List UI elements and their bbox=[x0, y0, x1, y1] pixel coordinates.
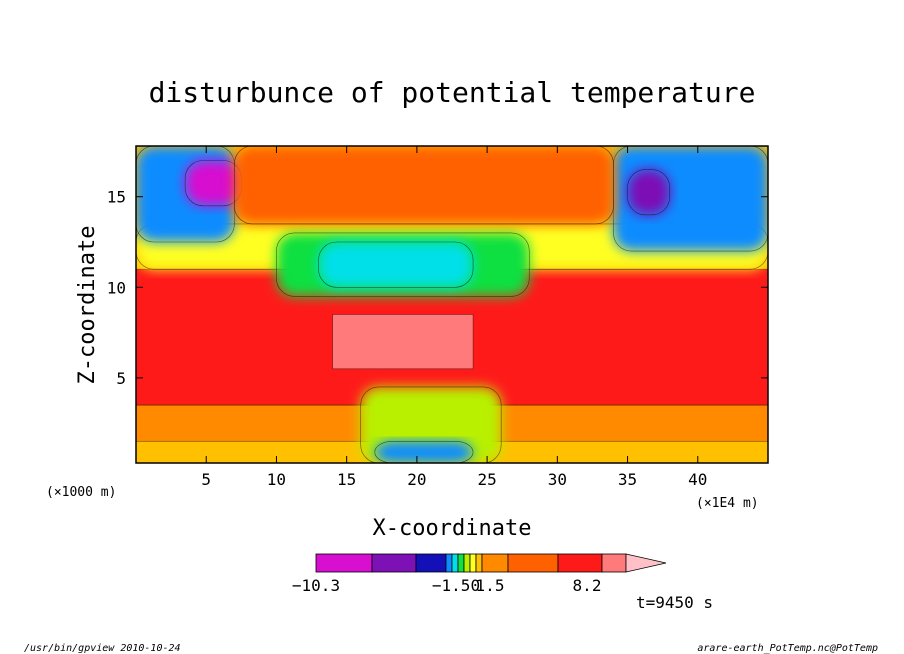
colorbar-segment bbox=[371, 553, 417, 573]
colorbar-arrow bbox=[625, 553, 667, 573]
x-axis-label: X-coordinate bbox=[373, 516, 532, 541]
colorbar-label: 1.5 bbox=[476, 576, 505, 595]
field-region bbox=[374, 441, 474, 463]
colorbar-segment bbox=[445, 553, 453, 573]
colorbar-segment bbox=[475, 553, 483, 573]
field-region bbox=[332, 314, 474, 369]
contour-line bbox=[360, 386, 502, 463]
colorbar-segment bbox=[451, 553, 459, 573]
colorbar-segment bbox=[457, 553, 465, 573]
x-tick-label: 30 bbox=[548, 470, 567, 489]
y-tick-label: 15 bbox=[107, 188, 126, 207]
x-tick-label: 20 bbox=[407, 470, 426, 489]
temperature-field bbox=[136, 146, 768, 463]
colorbar-segment bbox=[601, 553, 627, 573]
colorbar-segment bbox=[463, 553, 471, 573]
y-tick-label: 5 bbox=[116, 369, 126, 388]
x-axis-ticks: 5 10 15 20 25 30 35 40 bbox=[201, 146, 707, 489]
colorbar-segment bbox=[557, 553, 603, 573]
field-region bbox=[627, 169, 670, 215]
y-axis-label: Z-coordinate bbox=[75, 226, 100, 385]
colorbar-segment bbox=[315, 553, 373, 573]
field-region bbox=[234, 146, 614, 224]
colorbar-label: −10.3 bbox=[292, 576, 340, 595]
field-region bbox=[185, 160, 242, 206]
colorbar-label: 8.2 bbox=[573, 576, 602, 595]
plot-frame bbox=[135, 145, 769, 464]
colorbar-label: −1.50 bbox=[432, 576, 480, 595]
x-tick-label: 5 bbox=[201, 470, 211, 489]
contour-line bbox=[276, 232, 530, 297]
contour-line bbox=[332, 314, 474, 370]
x-tick-label: 35 bbox=[618, 470, 637, 489]
x-units-left: (×1000 m) bbox=[46, 485, 116, 500]
colorbar-segment bbox=[507, 553, 559, 573]
field-region bbox=[318, 242, 474, 288]
x-tick-label: 25 bbox=[477, 470, 496, 489]
chart-title: disturbunce of potential temperature bbox=[149, 76, 756, 109]
x-tick-label: 40 bbox=[688, 470, 707, 489]
colorbar: −10.3 −1.501.5 8.2 bbox=[292, 553, 667, 595]
contour-line bbox=[234, 146, 614, 225]
x-units-right: (×1E4 m) bbox=[696, 496, 759, 511]
y-tick-label: 10 bbox=[107, 278, 126, 297]
colorbar-segment bbox=[469, 553, 477, 573]
y-axis-ticks: 5 10 15 bbox=[107, 188, 768, 388]
contour-line bbox=[318, 241, 474, 288]
colorbar-segment bbox=[481, 553, 509, 573]
contour-line bbox=[627, 169, 670, 216]
colorbar-segment bbox=[415, 553, 447, 573]
footer-left: /usr/bin/gpview 2010-10-24 bbox=[24, 643, 181, 654]
time-annotation: t=9450 s bbox=[636, 593, 713, 612]
x-tick-label: 10 bbox=[267, 470, 286, 489]
footer-right: arare-earth_PotTemp.nc@PotTemp bbox=[697, 643, 878, 654]
x-tick-label: 15 bbox=[337, 470, 356, 489]
